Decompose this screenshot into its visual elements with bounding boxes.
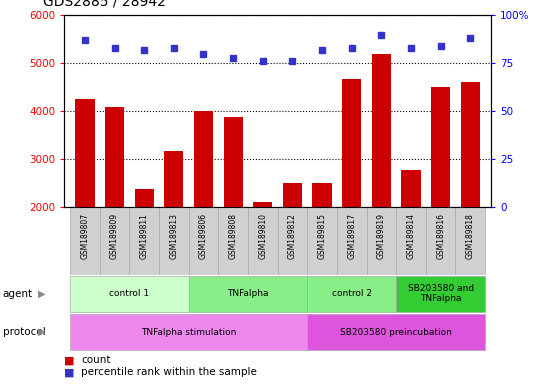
Bar [75,99,94,303]
Bar [164,151,184,303]
Text: control 2: control 2 [331,289,372,298]
Bar [189,207,218,275]
Bar [129,207,159,275]
Bar [283,184,302,303]
Text: ▶: ▶ [38,327,45,337]
Bar [461,82,480,303]
Text: GDS2885 / 28942: GDS2885 / 28942 [43,0,166,9]
Bar [431,88,450,303]
Text: agent: agent [3,289,33,299]
Bar [194,111,213,303]
Text: SB203580 preincubation: SB203580 preincubation [340,328,452,337]
Bar [401,170,421,303]
Text: GSM189817: GSM189817 [347,213,356,259]
Text: TNFalpha stimulation: TNFalpha stimulation [141,328,237,337]
Bar [70,314,307,350]
Text: ▶: ▶ [38,289,45,299]
Bar [218,207,248,275]
Text: GSM189819: GSM189819 [377,213,386,259]
Text: GSM189811: GSM189811 [140,213,149,258]
Bar [372,54,391,303]
Bar [455,207,485,275]
Text: GSM189816: GSM189816 [436,213,445,259]
Bar [100,207,129,275]
Bar [307,314,485,350]
Text: GSM189810: GSM189810 [258,213,267,259]
Bar [312,184,331,303]
Bar [105,107,124,303]
Bar [70,207,100,275]
Bar [278,207,307,275]
Text: ■: ■ [64,367,75,377]
Text: TNFalpha: TNFalpha [227,289,269,298]
Bar [342,79,362,303]
Bar [134,189,154,303]
Text: GSM189818: GSM189818 [466,213,475,258]
Text: ■: ■ [64,355,75,365]
Bar [426,207,455,275]
Text: count: count [81,355,110,365]
Text: GSM189806: GSM189806 [199,213,208,259]
Text: percentile rank within the sample: percentile rank within the sample [81,367,257,377]
Text: SB203580 and
TNFalpha: SB203580 and TNFalpha [407,284,474,303]
Bar [337,207,367,275]
Text: GSM189807: GSM189807 [80,213,89,259]
Bar [224,117,243,303]
Text: GSM189808: GSM189808 [229,213,238,259]
Bar [189,276,307,312]
Bar [159,207,189,275]
Bar [248,207,278,275]
Bar [396,207,426,275]
Text: protocol: protocol [3,327,46,337]
Text: GSM189814: GSM189814 [406,213,416,259]
Bar [307,207,337,275]
Text: GSM189813: GSM189813 [169,213,179,259]
Bar [70,276,189,312]
Bar [253,202,272,303]
Text: control 1: control 1 [109,289,150,298]
Text: GSM189812: GSM189812 [288,213,297,258]
Bar [367,207,396,275]
Text: GSM189815: GSM189815 [318,213,326,259]
Bar [396,276,485,312]
Text: GSM189809: GSM189809 [110,213,119,259]
Bar [307,276,396,312]
